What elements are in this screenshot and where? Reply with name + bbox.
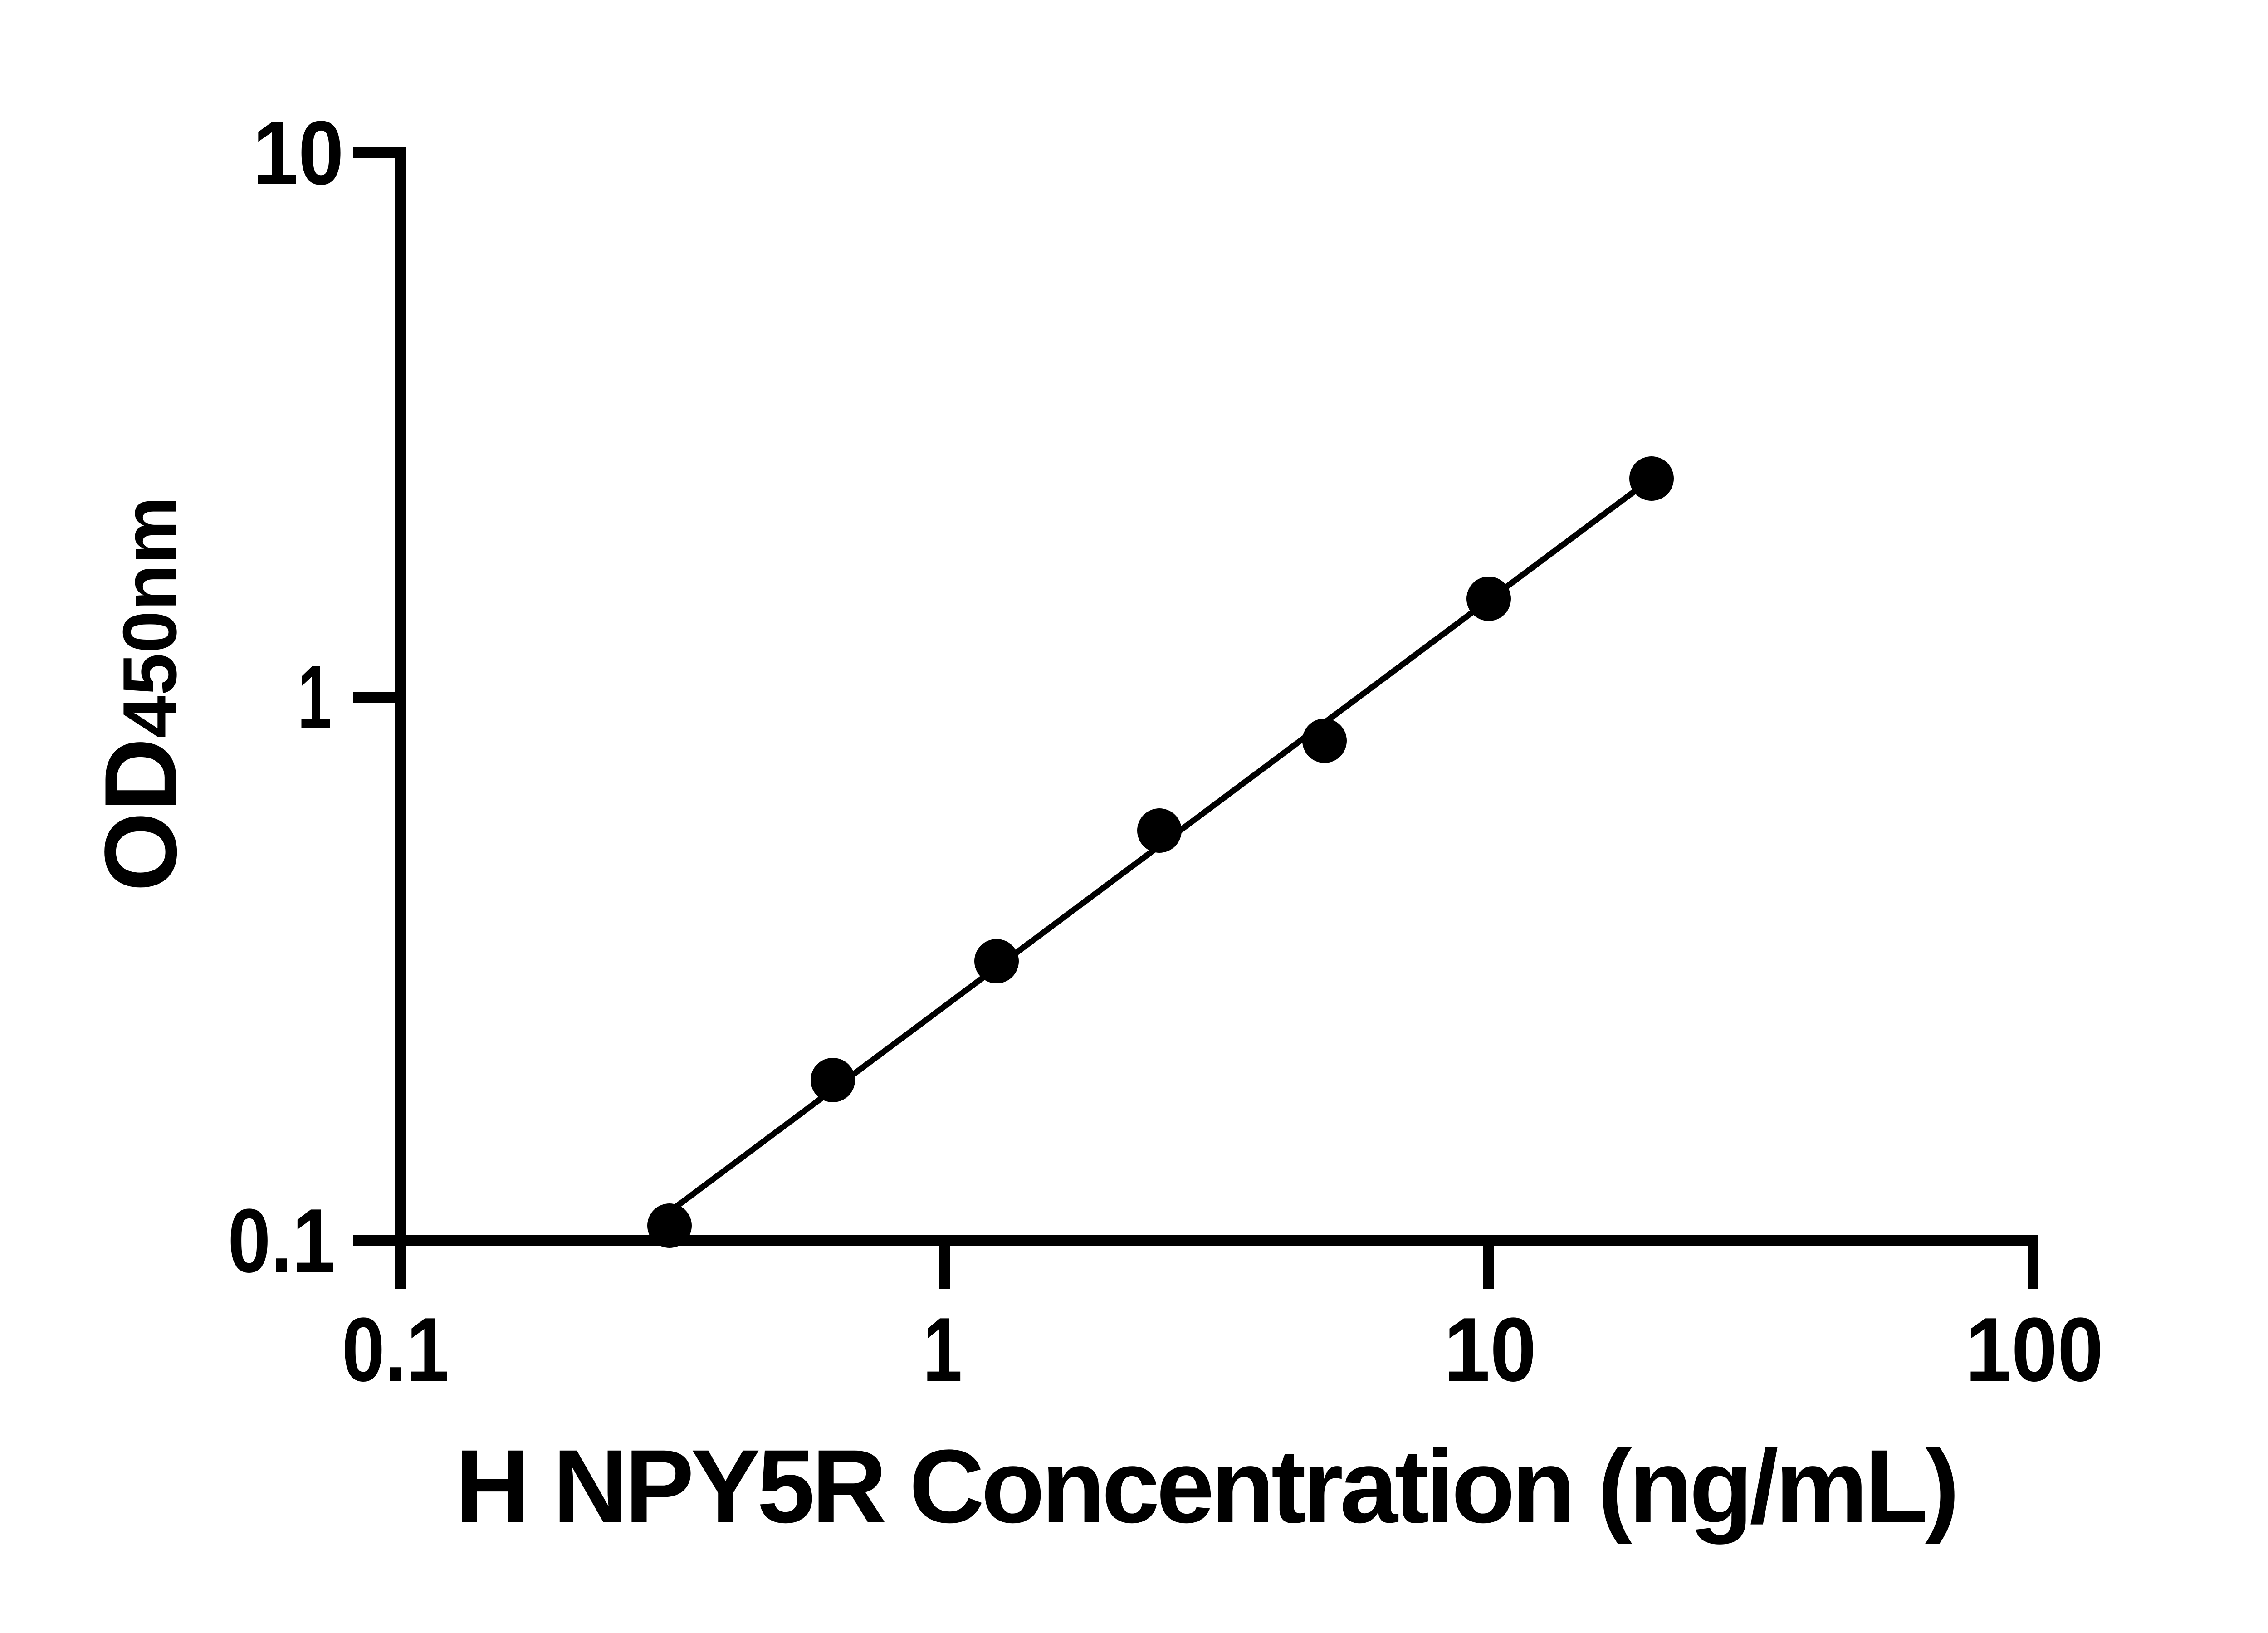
svg-text:OD450nm: OD450nm <box>83 496 198 891</box>
svg-text:1: 1 <box>923 1299 963 1400</box>
svg-text:0.1: 0.1 <box>228 1190 335 1291</box>
svg-text:H NPY5R Concentration (ng/mL): H NPY5R Concentration (ng/mL) <box>455 1428 1956 1545</box>
svg-text:10: 10 <box>253 103 344 204</box>
svg-text:100: 100 <box>1965 1299 2103 1400</box>
svg-text:1: 1 <box>298 647 332 748</box>
svg-text:10: 10 <box>1444 1299 1536 1400</box>
svg-text:0.1: 0.1 <box>342 1299 450 1400</box>
